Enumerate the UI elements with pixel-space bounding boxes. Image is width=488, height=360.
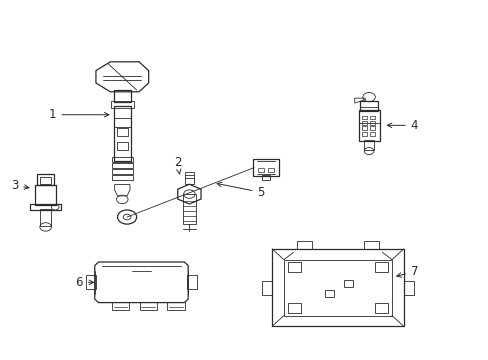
Bar xyxy=(358,110,379,141)
Bar xyxy=(116,128,128,136)
Bar xyxy=(364,140,373,150)
Bar xyxy=(40,209,51,226)
Bar xyxy=(167,302,184,310)
Bar xyxy=(40,177,51,184)
Bar xyxy=(374,262,387,273)
Bar xyxy=(362,126,366,130)
Bar xyxy=(112,169,133,174)
Bar xyxy=(324,291,333,297)
Bar xyxy=(369,126,374,130)
Bar xyxy=(343,280,352,287)
Bar xyxy=(86,275,96,289)
Bar xyxy=(297,241,311,249)
Bar xyxy=(112,302,129,310)
Bar xyxy=(187,275,196,289)
Text: 6: 6 xyxy=(75,276,93,289)
Bar xyxy=(369,121,374,125)
Bar xyxy=(287,262,301,273)
Bar xyxy=(113,106,131,161)
Bar xyxy=(369,116,374,119)
Text: 3: 3 xyxy=(11,179,29,192)
Bar xyxy=(267,168,273,172)
Bar xyxy=(112,175,133,180)
Bar xyxy=(287,303,301,313)
Bar xyxy=(111,101,134,108)
Bar xyxy=(362,116,366,119)
Bar xyxy=(261,280,271,294)
Bar xyxy=(258,168,264,172)
Bar xyxy=(362,121,366,125)
Text: 2: 2 xyxy=(173,156,181,174)
Bar xyxy=(30,204,61,210)
Bar xyxy=(362,132,366,136)
Bar xyxy=(184,172,194,184)
Bar xyxy=(139,302,157,310)
Bar xyxy=(37,174,54,185)
Bar xyxy=(252,159,279,176)
Bar xyxy=(113,90,131,102)
Text: 5: 5 xyxy=(217,182,264,199)
Bar xyxy=(403,280,413,294)
Bar xyxy=(112,163,133,168)
Bar xyxy=(116,142,128,150)
Bar xyxy=(374,303,387,313)
Bar xyxy=(369,132,374,136)
Bar xyxy=(364,241,378,249)
Bar xyxy=(262,175,269,180)
Text: 4: 4 xyxy=(386,119,418,132)
Text: 7: 7 xyxy=(396,265,418,278)
Bar xyxy=(360,101,377,111)
Bar xyxy=(183,194,196,224)
Bar xyxy=(112,157,133,162)
Text: 1: 1 xyxy=(49,108,109,121)
